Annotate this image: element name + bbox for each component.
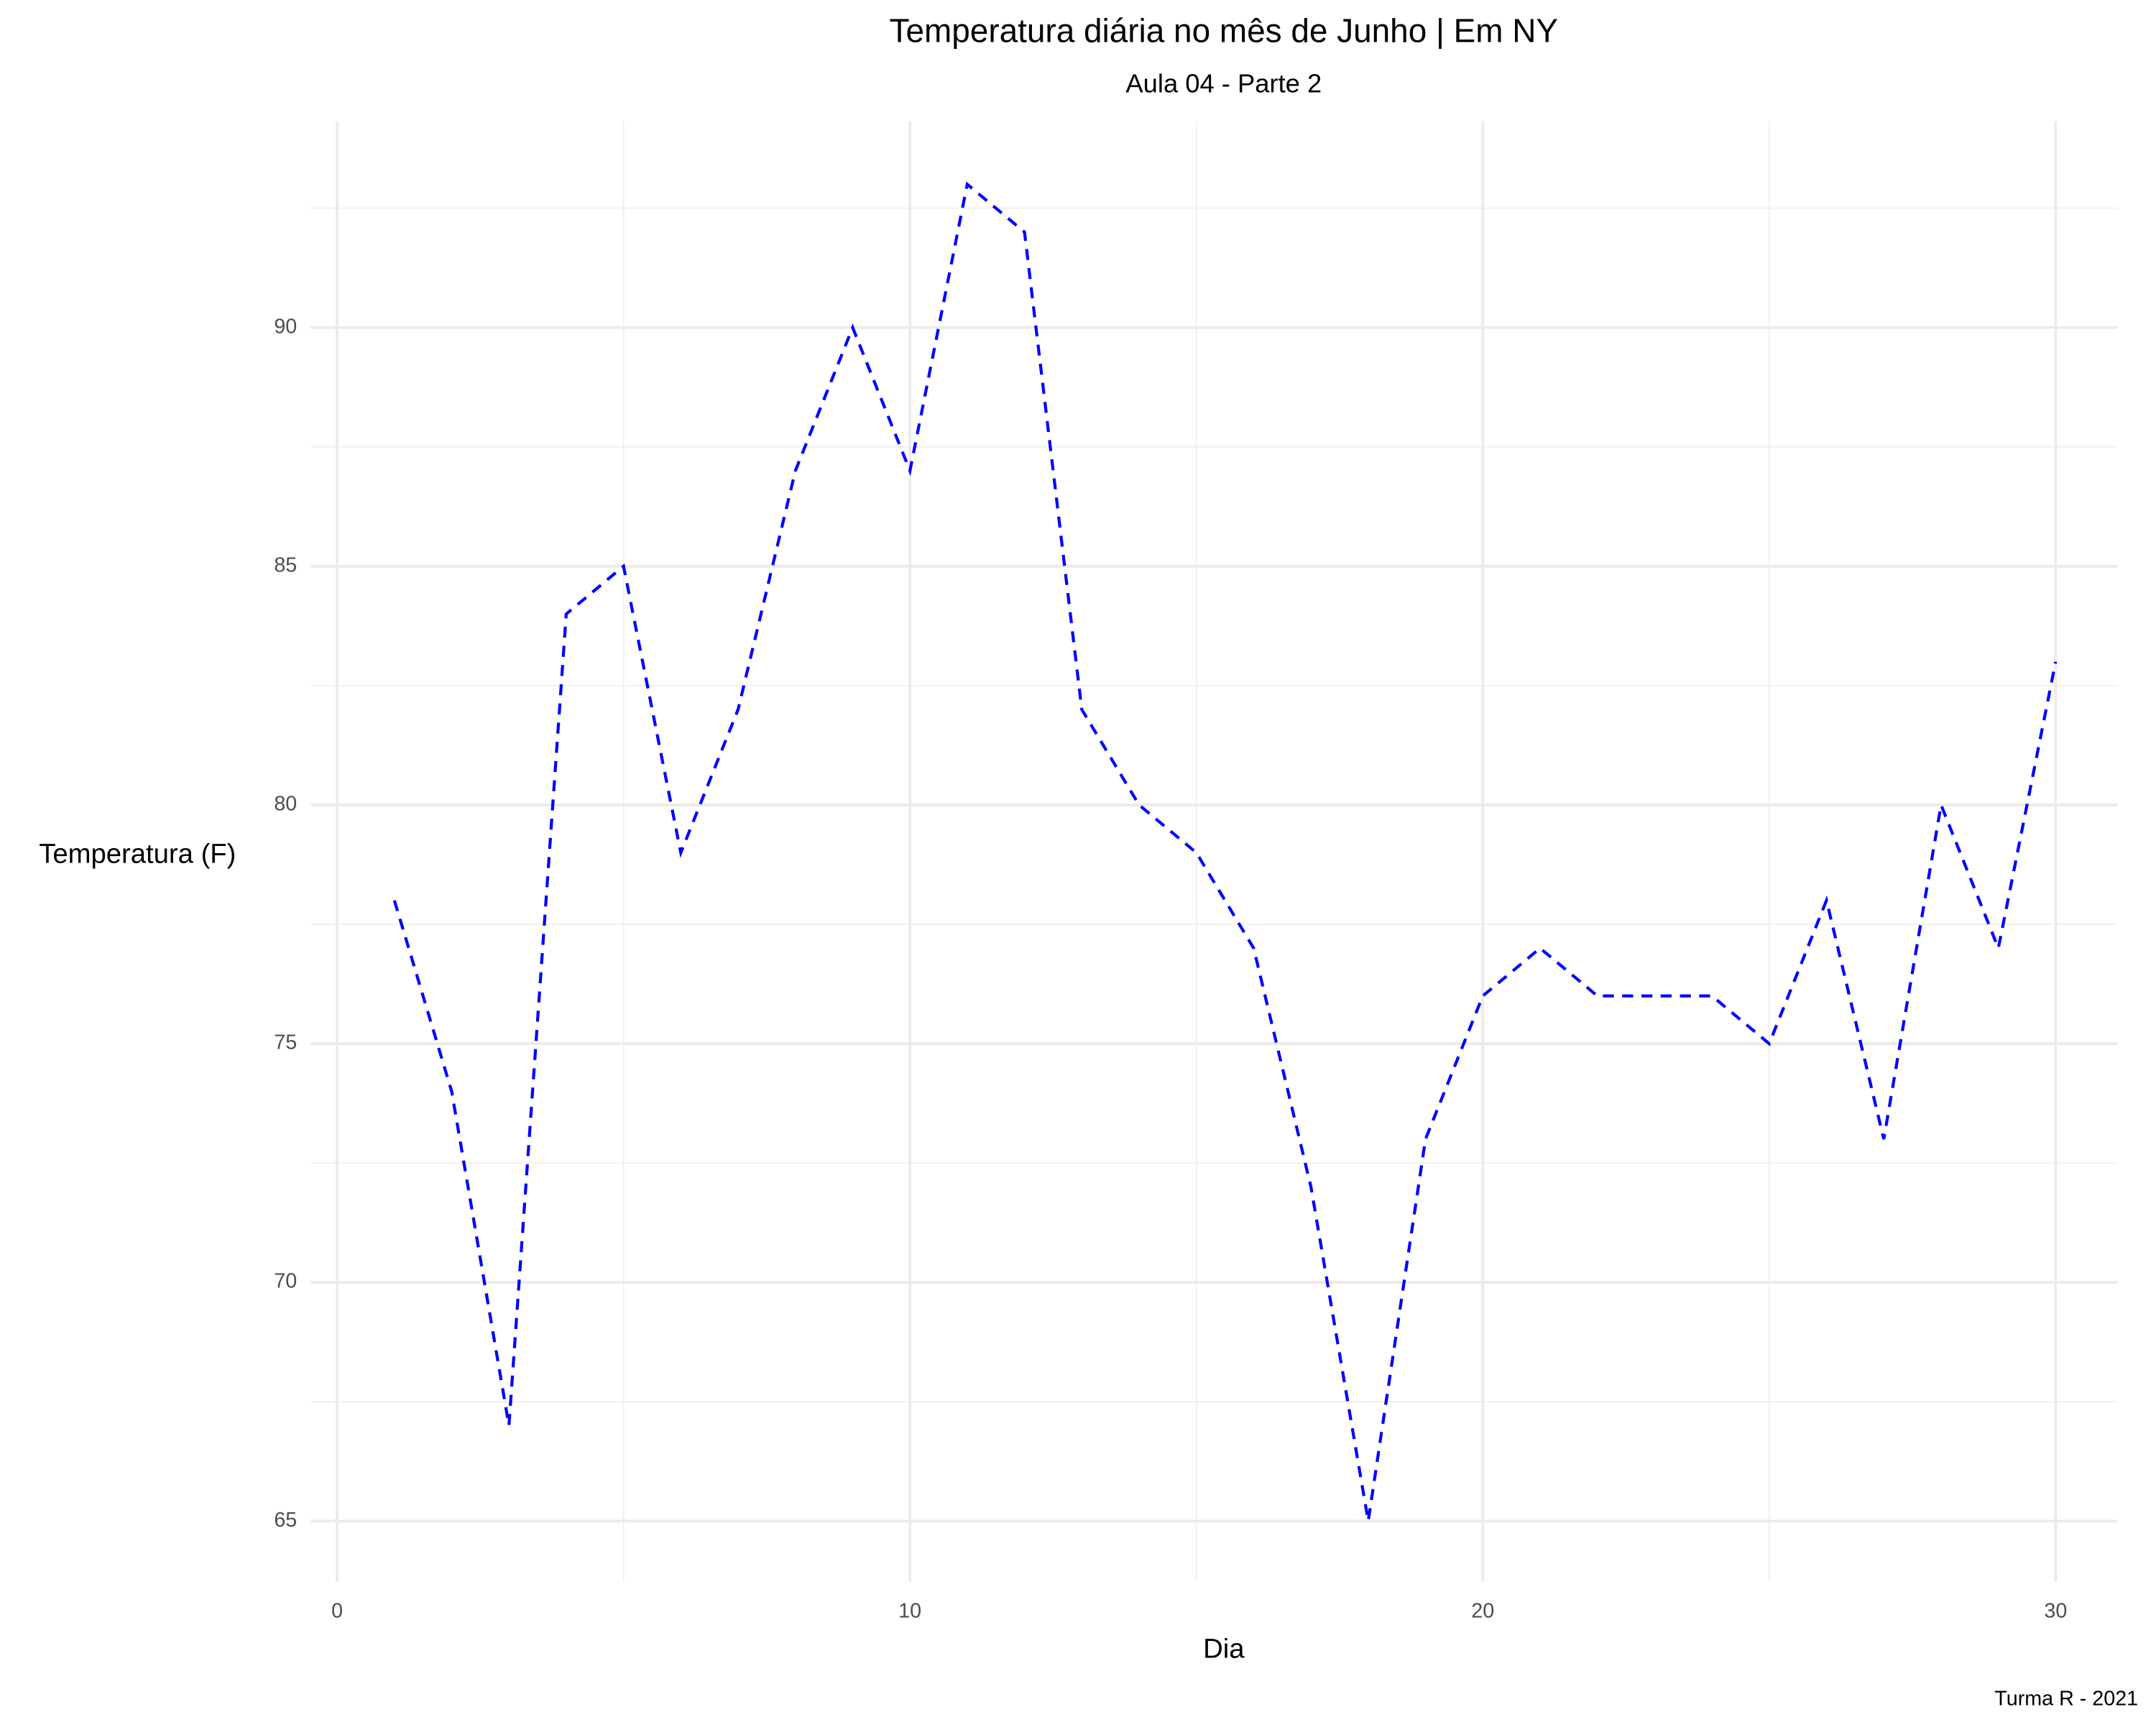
chart-subtitle: Aula 04 - Parte 2 bbox=[1125, 69, 1322, 98]
y-tick-label: 80 bbox=[274, 793, 297, 816]
y-tick-label: 70 bbox=[274, 1270, 297, 1293]
y-tick-label: 85 bbox=[274, 553, 297, 576]
y-tick-label: 75 bbox=[274, 1031, 297, 1054]
chart-title: Temperatura diária no mês de Junho | Em … bbox=[890, 12, 1559, 49]
y-tick-label: 90 bbox=[274, 315, 297, 338]
x-axis-label: Dia bbox=[1203, 1633, 1245, 1664]
grid: 65 70 75 80 85 90 0 10 20 30 bbox=[274, 121, 2118, 1622]
plot-area bbox=[392, 181, 2058, 1522]
line-series bbox=[392, 181, 2058, 1522]
x-tick-label: 20 bbox=[1471, 1599, 1494, 1622]
x-tick-label: 10 bbox=[898, 1599, 921, 1622]
x-tick-label: 30 bbox=[2044, 1599, 2067, 1622]
caption: Turma R - 2021 bbox=[1994, 1688, 2138, 1711]
y-axis-label: Temperatura (F) bbox=[39, 839, 236, 870]
y-tick-label: 65 bbox=[274, 1509, 297, 1532]
x-tick-label: 0 bbox=[331, 1599, 343, 1622]
